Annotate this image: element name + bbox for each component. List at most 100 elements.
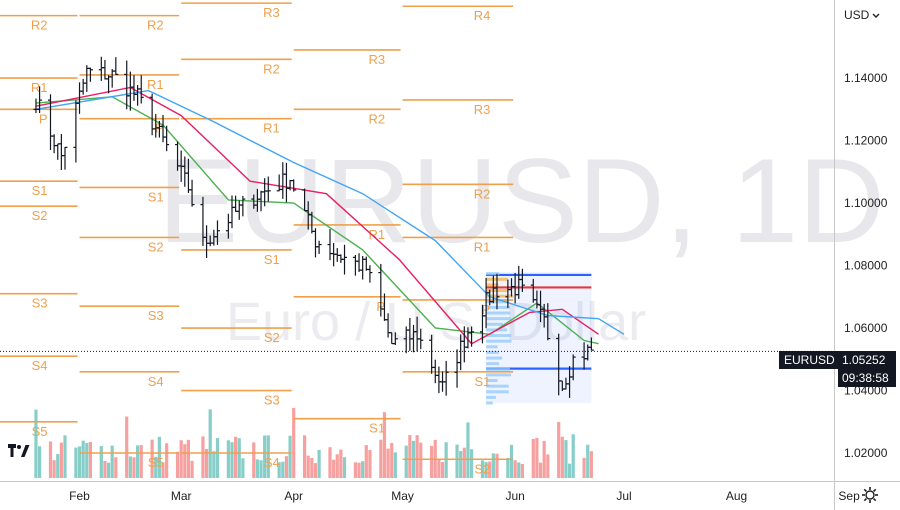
pivot-label: S5 (148, 455, 164, 470)
pivot-label: R4 (474, 8, 491, 23)
last-price-value: 1.05252 (842, 353, 886, 367)
ohlc-bar (113, 57, 119, 75)
profile-row (486, 317, 512, 321)
time-tick-label: Feb (69, 489, 90, 503)
profile-row (486, 373, 511, 377)
volume-bar (390, 442, 394, 478)
profile-row (486, 305, 510, 309)
profile-row (486, 272, 500, 276)
pivot-label: R2 (474, 186, 491, 201)
pivot-label: S1 (148, 189, 164, 204)
volume-bar (85, 442, 89, 478)
time-tick-label: Sep (838, 489, 860, 503)
volume-bar (186, 439, 191, 478)
volume-bar (281, 461, 285, 478)
volume-bar (59, 442, 63, 478)
ohlc-bar (138, 75, 144, 104)
pivot-label: R2 (147, 18, 164, 33)
ohlc-bar (127, 71, 133, 111)
volume-bar (509, 444, 514, 478)
volume-bar (531, 438, 535, 478)
pivot-label: S1 (369, 421, 385, 436)
gear-icon[interactable] (858, 484, 882, 506)
volume-bar (430, 445, 434, 478)
volume-bar (466, 422, 470, 478)
pivot-label: S4 (264, 455, 280, 470)
ohlc-bar (545, 303, 551, 341)
ohlc-bar (87, 67, 93, 82)
pivot-label: R1 (368, 227, 385, 242)
volume-bar (204, 448, 209, 478)
volume-bar (382, 412, 387, 478)
pivot-label: S3 (148, 308, 164, 323)
volume-bar (361, 461, 365, 478)
volume-bar (317, 449, 321, 478)
volume-bar (38, 446, 42, 478)
volume-bar (564, 440, 568, 478)
volume-bar (201, 436, 205, 478)
ohlc-bar (454, 349, 460, 388)
volume-bar (212, 451, 216, 478)
volume-bar (339, 449, 343, 478)
volume-bar (241, 458, 245, 478)
time-tick-label: Mar (171, 489, 192, 503)
profile-row (486, 311, 511, 315)
pivot-label: R2 (263, 61, 280, 76)
volume-bar (495, 453, 499, 478)
ohlc-bar (436, 366, 442, 394)
volume-bar (125, 416, 129, 478)
symbol-price-tag: EURUSD (779, 351, 840, 369)
volume-bar (136, 445, 140, 478)
price-bars (33, 56, 594, 398)
volume-bar (103, 460, 107, 478)
tradingview-logo-icon[interactable] (4, 436, 34, 466)
volume-bar (284, 456, 289, 478)
volume-bar (488, 461, 492, 478)
volume-bar (469, 449, 474, 478)
moving-averages (35, 86, 625, 345)
currency-selector[interactable]: USD (838, 4, 894, 26)
volume-bar (234, 436, 238, 478)
ohlc-bar (124, 60, 130, 110)
pivot-label: S3 (264, 393, 280, 408)
volume-bar (491, 453, 495, 478)
ohlc-bar (51, 134, 57, 154)
volume-profile (486, 271, 592, 405)
price-tick-label: 1.06000 (844, 321, 888, 335)
volume-bar (557, 421, 561, 478)
volume-bar (165, 443, 169, 478)
volume-bar (506, 457, 510, 478)
profile-row (486, 350, 499, 354)
volume-bar (292, 407, 296, 478)
price-axis[interactable]: 1.02000 1.04000 1.06000 1.08000 1.10000 1.120… (844, 71, 888, 460)
pivot-label: S2 (32, 208, 48, 223)
volume-bar (393, 452, 397, 478)
pivot-label: R1 (147, 77, 164, 92)
pivot-label: R3 (474, 102, 491, 117)
chevron-down-icon (872, 8, 880, 22)
time-tick-label: May (391, 489, 414, 503)
time-tick-label: Jul (616, 489, 631, 503)
volume-bar (517, 462, 521, 478)
ohlc-bar (214, 220, 220, 245)
volume-bar (139, 445, 143, 478)
ohlc-bar (494, 273, 500, 310)
volume-bar (353, 462, 358, 478)
volume-bar (226, 440, 230, 478)
ohlc-bar (84, 65, 90, 92)
symbol-label: EURUSD (784, 353, 835, 367)
profile-row (486, 362, 500, 366)
profile-row (486, 339, 512, 343)
price-tick-label: 1.10000 (844, 196, 888, 210)
value-area-box (486, 271, 592, 404)
volume-bar (110, 445, 114, 478)
volume-bar (259, 460, 263, 478)
time-axis[interactable]: Feb Mar Apr May Jun Jul Aug Sep (69, 489, 860, 503)
volume-bar (535, 437, 539, 478)
price-tick-label: 1.02000 (844, 446, 888, 460)
volume-bar (266, 435, 270, 478)
profile-row (486, 395, 496, 399)
volume-bar (288, 435, 292, 478)
volume-bar (542, 440, 546, 478)
